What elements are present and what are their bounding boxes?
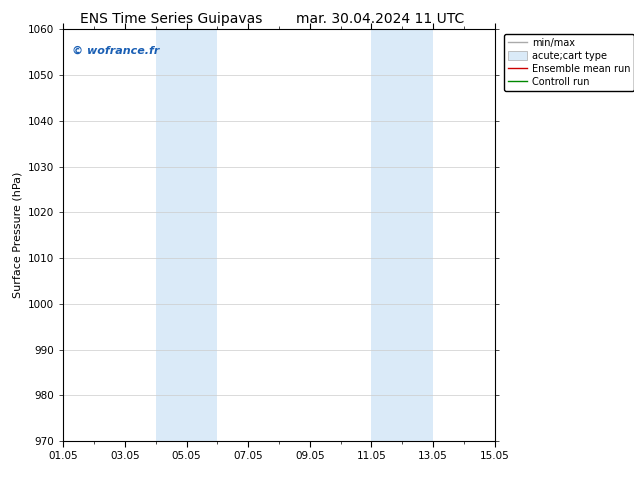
Bar xyxy=(402,29,433,441)
Legend: min/max, acute;cart type, Ensemble mean run, Controll run: min/max, acute;cart type, Ensemble mean … xyxy=(503,34,634,91)
Text: © wofrance.fr: © wofrance.fr xyxy=(72,46,159,56)
Bar xyxy=(186,29,217,441)
Y-axis label: Surface Pressure (hPa): Surface Pressure (hPa) xyxy=(13,172,23,298)
Text: ENS Time Series Guipavas: ENS Time Series Guipavas xyxy=(80,12,262,26)
Bar xyxy=(372,29,402,441)
Text: mar. 30.04.2024 11 UTC: mar. 30.04.2024 11 UTC xyxy=(296,12,465,26)
Bar xyxy=(156,29,186,441)
